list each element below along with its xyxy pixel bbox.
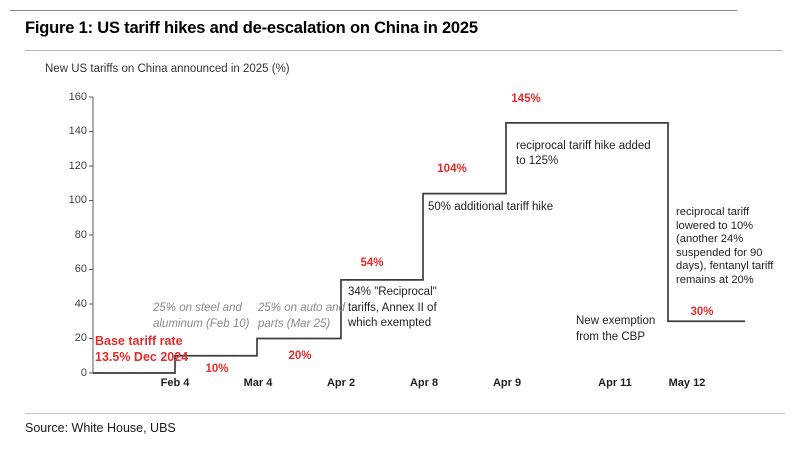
value-label-54: 54% (360, 257, 384, 269)
y-tick-label: 100 (68, 194, 87, 206)
x-tick-label: Mar 4 (243, 377, 273, 389)
annotation-base-tariff: Base tariff rate 13.5% Dec 2024 (95, 334, 189, 364)
value-label-30: 30% (690, 306, 714, 318)
value-label-104: 104% (437, 163, 467, 175)
y-tick-label: 120 (68, 159, 87, 172)
x-tick-label: Feb 4 (160, 377, 190, 389)
x-tick-label: Apr 2 (326, 377, 356, 389)
annotation-reciprocal-34: 34% "Reciprocal" tariffs, Annex II of wh… (348, 286, 437, 329)
annotation-auto-parts: 25% on auto and parts (Mar 25) (258, 302, 345, 330)
y-tick-label: 160 (68, 90, 87, 103)
y-tick-label: 40 (74, 297, 87, 310)
value-label-10: 10% (205, 363, 229, 375)
value-label-20: 20% (288, 350, 312, 362)
title-divider (25, 50, 782, 51)
y-tick-label: 0 (80, 366, 87, 379)
x-tick-label: Apr 8 (409, 377, 439, 389)
source-text: Source: White House, UBS (25, 421, 176, 435)
source-divider (25, 413, 785, 414)
annotation-reciprocal-125: reciprocal tariff hike added to 125% (516, 140, 651, 167)
y-tick-label: 80 (74, 228, 87, 241)
x-tick-label: Apr 11 (598, 377, 632, 389)
top-divider (10, 10, 737, 11)
figure-title: Figure 1: US tariff hikes and de-escalat… (25, 19, 478, 37)
annotation-cbp-exemption: New exemption from the CBP (576, 315, 656, 343)
annotation-steel-aluminum: 25% on steel and aluminum (Feb 10) (153, 302, 250, 330)
axis-title: New US tariffs on China announced in 202… (45, 63, 290, 75)
y-tick-label: 140 (68, 125, 87, 137)
y-tick-label: 60 (74, 263, 87, 275)
annotation-additional-50: 50% additional tariff hike (428, 201, 554, 213)
x-tick-label: May 12 (668, 377, 706, 389)
y-tick-label: 20 (74, 332, 87, 344)
x-tick-label: Apr 9 (492, 377, 522, 389)
value-label-145: 145% (511, 93, 541, 105)
annotation-lowered-tariff: reciprocal tariff lowered to 10% (anothe… (676, 206, 774, 286)
